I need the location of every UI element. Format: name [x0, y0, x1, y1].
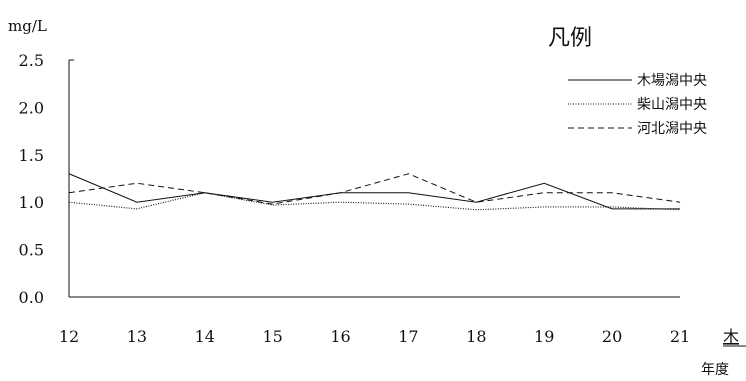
x-tick-labels: 12 13 14 15 16 17 18 19 20 21: [59, 327, 690, 346]
legend-title: 凡例: [548, 26, 592, 51]
x-tick-label: 16: [330, 327, 350, 346]
legend-label: 柴山潟中央: [637, 97, 707, 113]
cutoff-glyph: 木: [723, 327, 739, 346]
series-line: [68, 192, 681, 211]
y-tick-label: 1.5: [19, 146, 44, 165]
x-tick-label: 18: [466, 327, 486, 346]
x-tick-label: 20: [602, 327, 622, 346]
y-tick-label: 1.0: [19, 193, 44, 212]
series-line: [68, 173, 680, 210]
x-tick-label: 14: [195, 327, 215, 346]
series-line: [68, 173, 681, 205]
y-tick-label: 0.0: [19, 288, 44, 307]
legend-label: 河北潟中央: [637, 121, 707, 137]
x-tick-label: 15: [262, 327, 282, 346]
legend-label: 木場潟中央: [637, 73, 707, 89]
x-tick-label: 19: [534, 327, 554, 346]
x-tick-label: 17: [398, 327, 418, 346]
y-tick-label: 2.0: [19, 98, 44, 117]
y-tick-label: 0.5: [19, 241, 44, 260]
x-tick-label: 12: [59, 327, 79, 346]
series-lines: [68, 173, 681, 211]
x-tick-label: 13: [127, 327, 147, 346]
y-tick-labels: 0.0 0.5 1.0 1.5 2.0 2.5: [19, 51, 44, 307]
y-tick-label: 2.5: [19, 51, 44, 70]
x-axis-label: 年度: [701, 362, 729, 378]
y-axis-unit-label: mg/L: [8, 17, 47, 35]
x-tick-label: 21: [670, 327, 690, 346]
